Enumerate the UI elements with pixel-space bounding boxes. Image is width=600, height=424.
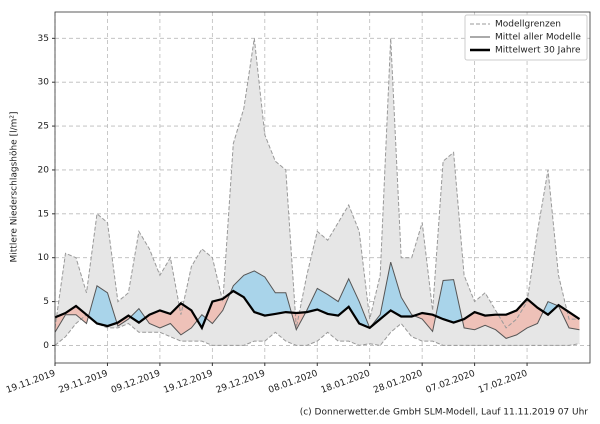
y-tick-label: 20 — [38, 165, 50, 175]
legend-label: Mittelwert 30 Jahre — [495, 46, 581, 56]
legend-box — [464, 14, 588, 61]
above-fill — [88, 262, 558, 328]
y-tick-label: 35 — [38, 34, 49, 44]
upper-bound-line — [54, 38, 580, 329]
y-tick-label: 10 — [38, 253, 50, 263]
y-tick-label: 30 — [38, 78, 50, 88]
legend-label: Mittel aller Modelle — [495, 33, 581, 43]
below-fill — [55, 293, 580, 339]
y-tick-label: 25 — [38, 122, 49, 132]
y-axis-label: Mittlere Niederschlagshöhe [l/m²] — [10, 112, 20, 263]
y-tick-label: 5 — [43, 297, 49, 307]
y-tick-label: 0 — [43, 341, 49, 351]
y-tick-label: 15 — [38, 209, 49, 219]
lower-bound-line — [54, 314, 580, 346]
bounds-area — [55, 38, 580, 346]
series-line — [54, 261, 580, 339]
legend-label: Modellgrenzen — [495, 20, 561, 30]
footer: (c) Donnerwetter.de GmbH SLM-Modell, Lau… — [300, 408, 589, 418]
series-line — [54, 289, 581, 331]
plot-frame — [54, 11, 591, 364]
